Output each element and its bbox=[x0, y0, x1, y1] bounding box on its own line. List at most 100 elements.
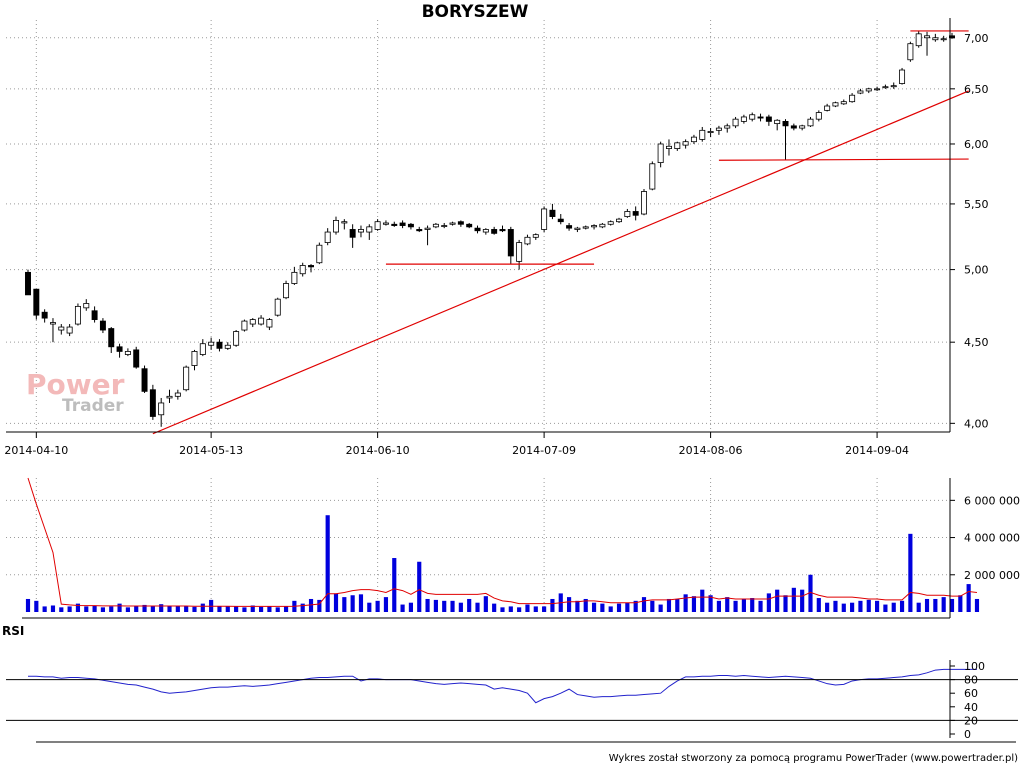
volume-bar bbox=[575, 600, 580, 612]
volume-bar bbox=[367, 602, 372, 612]
candlestick bbox=[108, 328, 115, 348]
price-y-tick-label: 5,00 bbox=[964, 264, 989, 277]
volume-bar bbox=[325, 515, 330, 612]
chart-title: BORYSZEW bbox=[421, 2, 529, 22]
volume-bar bbox=[483, 596, 488, 612]
candlestick bbox=[266, 319, 273, 328]
volume-bar bbox=[899, 600, 905, 612]
candlestick bbox=[149, 389, 156, 417]
candlestick bbox=[890, 85, 897, 88]
volume-bar bbox=[949, 598, 955, 612]
volume-bar bbox=[150, 606, 155, 612]
candlestick bbox=[740, 116, 747, 122]
volume-bar bbox=[450, 600, 455, 612]
volume-bar bbox=[408, 602, 413, 612]
price-y-tick-label: 6,50 bbox=[964, 83, 989, 96]
volume-bar bbox=[758, 600, 763, 612]
candlestick bbox=[58, 326, 65, 331]
candlestick bbox=[690, 136, 697, 143]
x-tick-label: 2014-06-10 bbox=[346, 444, 410, 457]
volume-bar bbox=[708, 595, 713, 612]
volume-bar bbox=[125, 607, 130, 612]
volume-bar bbox=[816, 598, 821, 612]
candlestick bbox=[199, 343, 206, 355]
candlestick bbox=[133, 349, 140, 368]
candlestick bbox=[316, 244, 323, 264]
volume-bar bbox=[841, 603, 846, 612]
candlestick bbox=[507, 229, 514, 257]
volume-bar bbox=[783, 595, 788, 612]
volume-bar bbox=[342, 597, 347, 612]
candlestick bbox=[857, 90, 864, 94]
candlestick bbox=[516, 242, 523, 262]
volume-bar bbox=[492, 603, 497, 612]
candlestick bbox=[491, 229, 498, 234]
volume-bar bbox=[525, 604, 530, 612]
candlestick bbox=[174, 392, 181, 397]
candlestick bbox=[940, 38, 947, 41]
rsi-y-tick-label: 60 bbox=[964, 687, 978, 700]
candlestick bbox=[566, 225, 573, 229]
volume-bar bbox=[683, 594, 688, 612]
volume-bar bbox=[650, 600, 655, 612]
volume-bar bbox=[234, 606, 239, 612]
volume-bar bbox=[974, 598, 980, 612]
candlestick bbox=[249, 319, 256, 325]
volume-bar bbox=[641, 597, 647, 612]
volume-y-tick-label: 6 000 000 bbox=[964, 494, 1020, 507]
candlestick bbox=[824, 105, 831, 111]
gridlines bbox=[6, 20, 950, 612]
volume-bar bbox=[392, 558, 397, 612]
volume-bar bbox=[583, 598, 588, 612]
candlestick bbox=[574, 227, 581, 230]
volume-bar bbox=[383, 597, 389, 612]
volume-bar bbox=[766, 593, 771, 612]
volume-bar bbox=[608, 606, 613, 612]
price-y-tick-label: 7,00 bbox=[964, 32, 989, 45]
candlestick bbox=[674, 142, 681, 149]
candlestick bbox=[283, 283, 290, 299]
candlestick bbox=[899, 69, 906, 84]
volume-bar bbox=[500, 607, 505, 612]
candlestick bbox=[524, 236, 531, 245]
candlestick bbox=[499, 229, 506, 232]
volume-bar bbox=[84, 606, 89, 612]
volume-bar bbox=[59, 607, 64, 612]
candlestick bbox=[466, 223, 473, 228]
volume-bar bbox=[25, 598, 31, 612]
volume-bar bbox=[350, 595, 355, 612]
candlestick bbox=[849, 94, 856, 103]
volume-bar bbox=[750, 598, 755, 612]
candlestick bbox=[382, 222, 389, 225]
candlestick bbox=[641, 191, 647, 215]
volume-bar bbox=[800, 589, 805, 612]
candlestick bbox=[915, 33, 922, 47]
candlestick bbox=[715, 127, 722, 131]
candlestick bbox=[457, 221, 464, 225]
volume-bar bbox=[850, 602, 855, 612]
price-y-tick-label: 5,50 bbox=[964, 198, 989, 211]
candlestick bbox=[699, 129, 706, 140]
volume-bar bbox=[117, 603, 122, 612]
candlestick bbox=[158, 402, 165, 416]
volume-bar bbox=[142, 604, 147, 612]
volume-bar bbox=[533, 606, 538, 612]
volume-bar bbox=[775, 589, 780, 612]
volume-bar bbox=[433, 599, 438, 612]
candlestick bbox=[116, 346, 123, 352]
candlestick bbox=[33, 288, 40, 316]
volume-bar bbox=[109, 606, 114, 612]
volume-bar bbox=[958, 595, 963, 612]
candlestick bbox=[299, 265, 306, 275]
volume-bar bbox=[517, 607, 522, 612]
candlestick bbox=[416, 229, 423, 232]
candlestick bbox=[366, 226, 373, 233]
powertrader-logo: Power Trader bbox=[26, 368, 124, 416]
candlestick bbox=[924, 35, 931, 39]
candlestick bbox=[932, 37, 939, 41]
candlestick bbox=[882, 86, 889, 89]
volume-y-tick-label: 2 000 000 bbox=[964, 569, 1020, 582]
rsi-panel bbox=[28, 668, 977, 704]
volume-bar bbox=[67, 606, 72, 612]
volume-bar bbox=[333, 593, 339, 612]
